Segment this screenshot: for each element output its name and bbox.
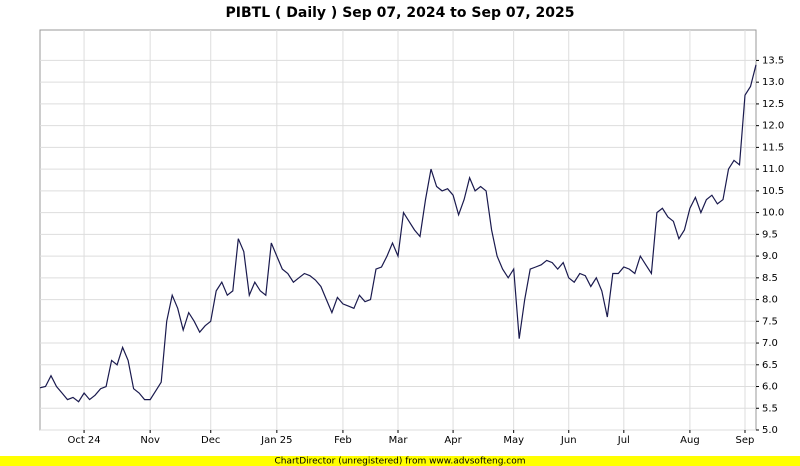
y-tick-label: 11.5: [762, 142, 784, 153]
y-tick-label: 9.5: [762, 229, 778, 240]
x-tick-label: Jan 25: [260, 435, 292, 446]
y-tick-label: 8.5: [762, 273, 778, 284]
y-tick-label: 5.5: [762, 403, 778, 414]
y-tick-label: 12.0: [762, 121, 784, 132]
chart-title: PIBTL ( Daily ) Sep 07, 2024 to Sep 07, …: [226, 5, 575, 21]
footer: ChartDirector (unregistered) from www.ad…: [274, 457, 525, 466]
x-tick-label: Oct 24: [67, 435, 100, 446]
x-tick-label: Feb: [334, 435, 352, 446]
y-tick-label: 12.5: [762, 99, 784, 110]
y-tick-label: 6.5: [762, 360, 778, 371]
x-tick-label: Apr: [444, 435, 462, 446]
y-tick-label: 13.5: [762, 55, 784, 66]
x-tick-label: May: [503, 435, 524, 446]
y-tick-label: 9.0: [762, 251, 778, 262]
y-tick-label: 7.5: [762, 316, 778, 327]
y-tick-label: 10.0: [762, 208, 784, 219]
x-tick-label: Sep: [736, 435, 755, 446]
x-tick-label: Jun: [560, 435, 577, 446]
footer-bar: [0, 456, 800, 466]
x-tick-label: Aug: [680, 435, 700, 446]
y-tick-label: 6.0: [762, 382, 778, 393]
y-tick-label: 13.0: [762, 77, 784, 88]
y-tick-label: 5.0: [762, 425, 778, 436]
price-line: [39, 64, 757, 403]
y-tick-label: 10.5: [762, 186, 784, 197]
x-tick-label: Dec: [201, 435, 220, 446]
y-tick-label: 11.0: [762, 164, 784, 175]
y-tick-label: 7.0: [762, 338, 778, 349]
x-tick-label: Mar: [389, 435, 409, 446]
x-tick-label: Nov: [140, 435, 160, 446]
y-tick-label: 8.0: [762, 295, 778, 306]
x-tick-label: Jul: [617, 435, 630, 446]
